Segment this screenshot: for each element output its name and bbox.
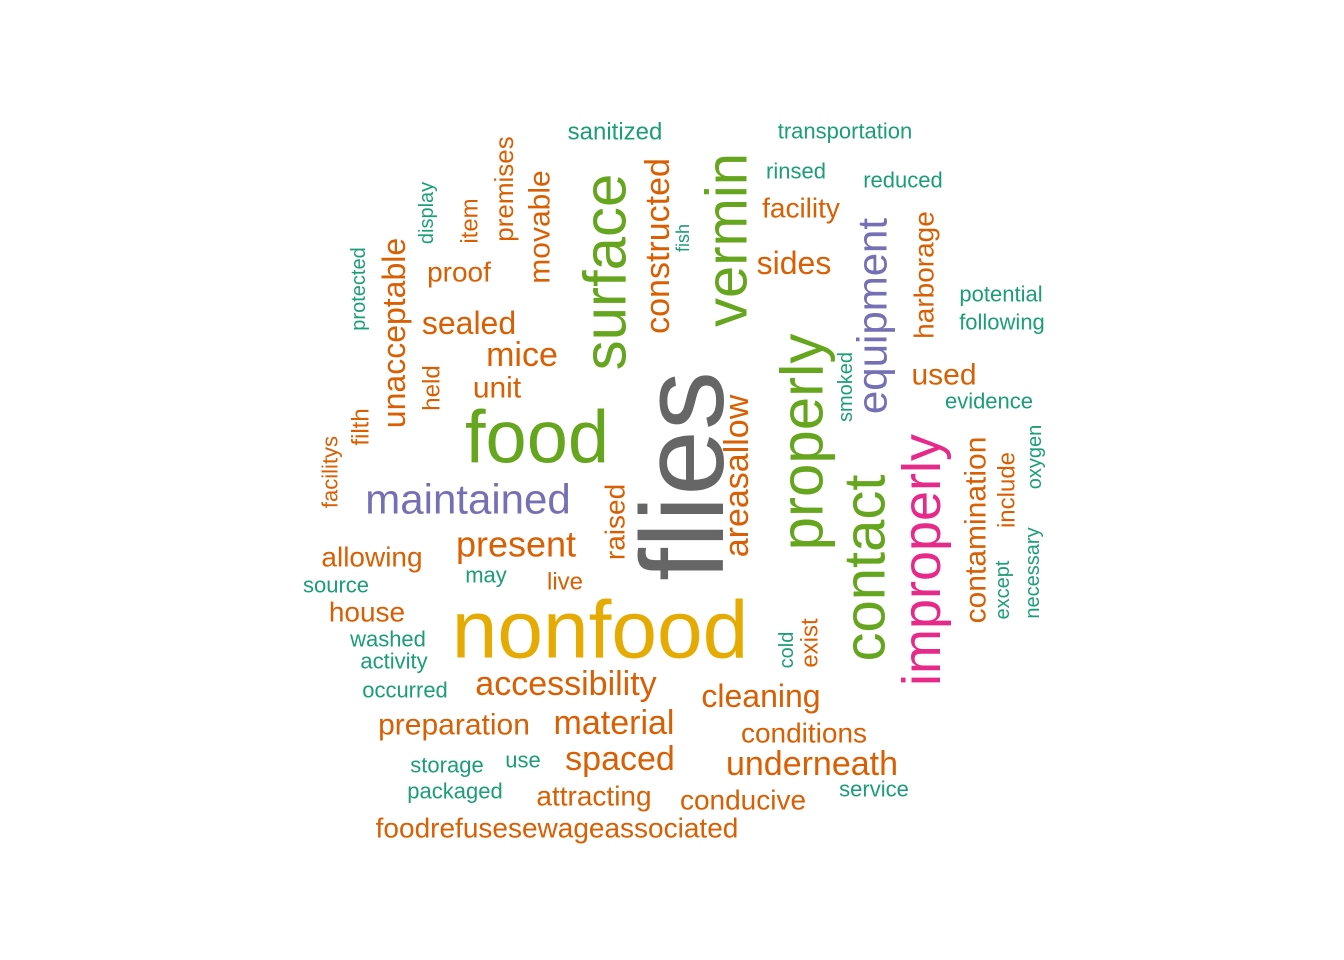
word-accessibility: accessibility: [475, 665, 656, 703]
word-facilitys: facilitys: [318, 436, 343, 508]
word-food: food: [465, 396, 609, 479]
word-item: item: [457, 198, 484, 243]
word-except: except: [992, 560, 1014, 619]
word-use: use: [505, 748, 540, 773]
word-house: house: [329, 597, 405, 628]
word-necessary: necessary: [1022, 527, 1044, 618]
word-packaged: packaged: [407, 779, 502, 804]
word-occurred: occurred: [362, 678, 448, 703]
word-flies: flies: [617, 371, 749, 581]
word-areasallow: areasallow: [718, 394, 756, 557]
word-material: material: [554, 704, 675, 742]
word-sealed: sealed: [422, 305, 516, 341]
word-improperly: improperly: [892, 434, 952, 686]
word-evidence: evidence: [945, 389, 1033, 414]
word-exist: exist: [797, 618, 824, 668]
word-held: held: [419, 365, 446, 410]
word-allowing: allowing: [321, 542, 422, 573]
word-spaced: spaced: [565, 740, 675, 778]
word-live: live: [547, 569, 583, 596]
word-constructed: constructed: [639, 158, 677, 334]
word-facility: facility: [762, 193, 840, 224]
word-cold: cold: [776, 632, 798, 669]
word-activity: activity: [360, 649, 427, 674]
word-storage: storage: [410, 753, 483, 778]
word-properly: properly: [769, 334, 836, 551]
word-premises: premises: [489, 136, 519, 241]
word-movable: movable: [524, 170, 557, 283]
word-contact: contact: [833, 475, 898, 662]
word-present: present: [456, 524, 576, 565]
word-surface: surface: [572, 174, 639, 371]
word-potential: potential: [959, 282, 1042, 307]
word-cleaning: cleaning: [701, 678, 820, 714]
word-attracting: attracting: [536, 781, 651, 812]
word-vermin: vermin: [695, 153, 760, 327]
word-source: source: [303, 573, 369, 598]
word-unit: unit: [473, 372, 522, 405]
word-used: used: [911, 359, 976, 392]
word-nonfood: nonfood: [452, 585, 748, 676]
word-transportation: transportation: [778, 119, 913, 144]
word-preparation: preparation: [378, 709, 530, 742]
word-maintained: maintained: [365, 476, 570, 523]
word-harborage: harborage: [909, 211, 940, 339]
word-conducive: conducive: [680, 785, 806, 816]
word-rinsed: rinsed: [766, 159, 826, 184]
word-conditions: conditions: [741, 718, 867, 749]
word-reduced: reduced: [863, 168, 943, 193]
word-washed: washed: [349, 627, 426, 652]
word-include: include: [994, 452, 1021, 528]
word-protected: protected: [348, 247, 370, 330]
word-contamination: contamination: [960, 437, 993, 624]
word-equipment: equipment: [849, 218, 896, 414]
word-unacceptable: unacceptable: [376, 238, 412, 428]
word-following: following: [959, 310, 1045, 335]
word-proof: proof: [427, 257, 491, 288]
word-fish: fish: [673, 224, 693, 252]
word-mice: mice: [486, 336, 558, 374]
word-filth: filth: [348, 408, 375, 445]
word-display: display: [416, 182, 438, 244]
word-foodrefusesewageassociated: foodrefusesewageassociated: [376, 813, 739, 844]
word-sides: sides: [757, 245, 832, 281]
word-may: may: [465, 563, 507, 588]
word-oxygen: oxygen: [1024, 425, 1046, 490]
word-service: service: [839, 777, 909, 802]
word-raised: raised: [600, 484, 631, 560]
word-smoked: smoked: [835, 352, 857, 422]
word-underneath: underneath: [726, 745, 898, 783]
word-sanitized: sanitized: [568, 119, 663, 146]
